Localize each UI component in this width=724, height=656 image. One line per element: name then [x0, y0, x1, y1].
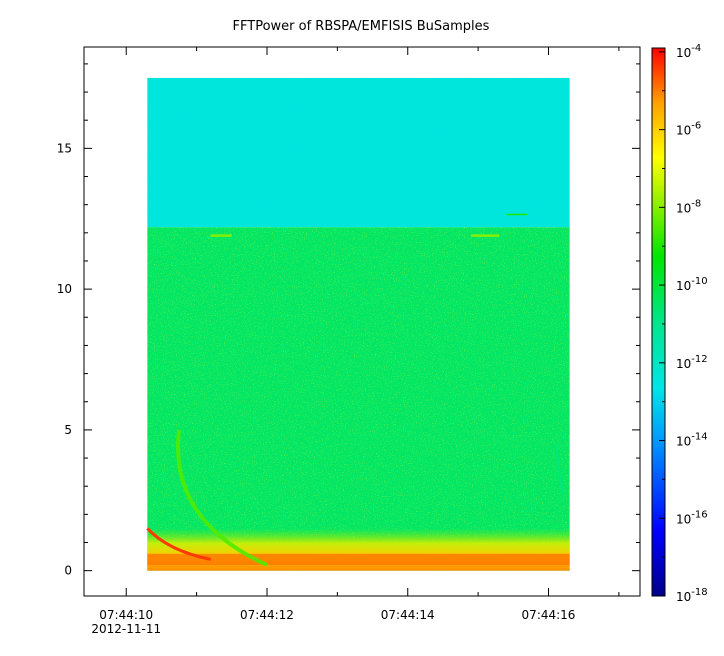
- colorbar-axis: 10-4 10-6 10-8 10-10 10-12 10-14 10-16 10-18: [659, 43, 708, 604]
- x-tick-label: 07:44:12: [240, 608, 294, 622]
- y-tick-label: 0: [64, 564, 72, 578]
- colorbar-tick-label: 10-10: [676, 276, 708, 293]
- colorbar-tick-label: 10-12: [676, 354, 708, 371]
- y-tick-label: 10: [57, 282, 72, 296]
- x-tick-label: 07:44:10: [99, 608, 153, 622]
- y-tick-label: 5: [64, 423, 72, 437]
- chart-title: FFTPower of RBSPA/EMFISIS BuSamples: [233, 19, 490, 34]
- x-tick-label: 07:44:16: [522, 608, 576, 622]
- spectrogram-heatmap: [146, 77, 570, 571]
- y-tick-label: 15: [57, 141, 72, 155]
- colorbar-tick-label: 10-16: [676, 509, 708, 526]
- x-axis: 07:44:10 07:44:12 07:44:14 07:44:16 2012-11-…: [91, 47, 620, 636]
- colorbar-tick-label: 10-8: [676, 198, 701, 215]
- colorbar-tick-label: 10-6: [676, 121, 701, 138]
- colorbar-tick-label: 10-4: [676, 43, 701, 60]
- low-frequency-falling-tone: [146, 527, 211, 561]
- upper-band-texture: [147, 77, 570, 228]
- low-frequency-core: [147, 553, 570, 566]
- dispersive-trace: [176, 429, 268, 567]
- faint-trace: [554, 443, 564, 495]
- colorbar: [651, 47, 666, 597]
- lower-band-texture: [147, 227, 570, 571]
- colorbar-tick-label: 10-18: [676, 587, 708, 604]
- x-date-label: 2012-11-11: [91, 622, 161, 636]
- x-tick-label: 07:44:14: [381, 608, 435, 622]
- y-axis: 0 5 10 15: [57, 63, 640, 578]
- colorbar-tick-label: 10-14: [676, 432, 708, 449]
